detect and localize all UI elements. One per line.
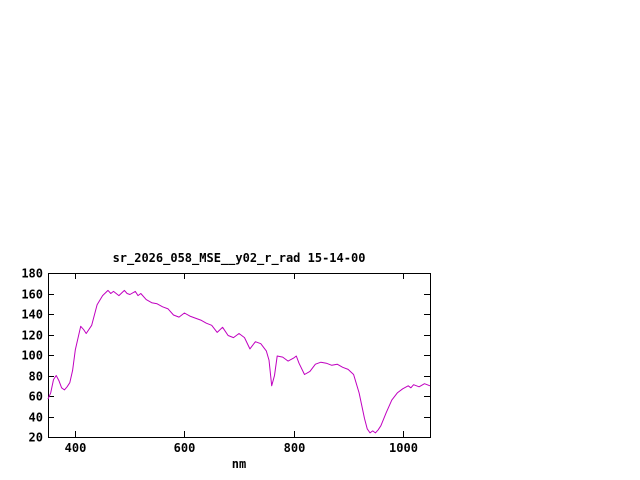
y-tick-label: 20 [29, 431, 43, 445]
y-tick-label: 120 [21, 329, 43, 343]
spectrum-line [47, 289, 431, 434]
plot-border [48, 273, 431, 438]
x-tick-label: 1000 [389, 441, 418, 455]
x-tick-label: 400 [65, 441, 87, 455]
x-tick-label: 800 [284, 441, 306, 455]
y-tick-label: 60 [29, 390, 43, 404]
y-tick-label: 140 [21, 308, 43, 322]
x-tick-label: 600 [174, 441, 196, 455]
y-tick-label: 40 [29, 411, 43, 425]
y-tick-label: 160 [21, 288, 43, 302]
x-axis-label: nm [231, 457, 247, 471]
chart-title: sr_2026_058_MSE__y02_r_rad 15-14-00 [112, 251, 366, 265]
y-tick-label: 80 [29, 370, 43, 384]
y-tick-label: 100 [21, 349, 43, 363]
y-tick-label: 180 [21, 267, 43, 281]
